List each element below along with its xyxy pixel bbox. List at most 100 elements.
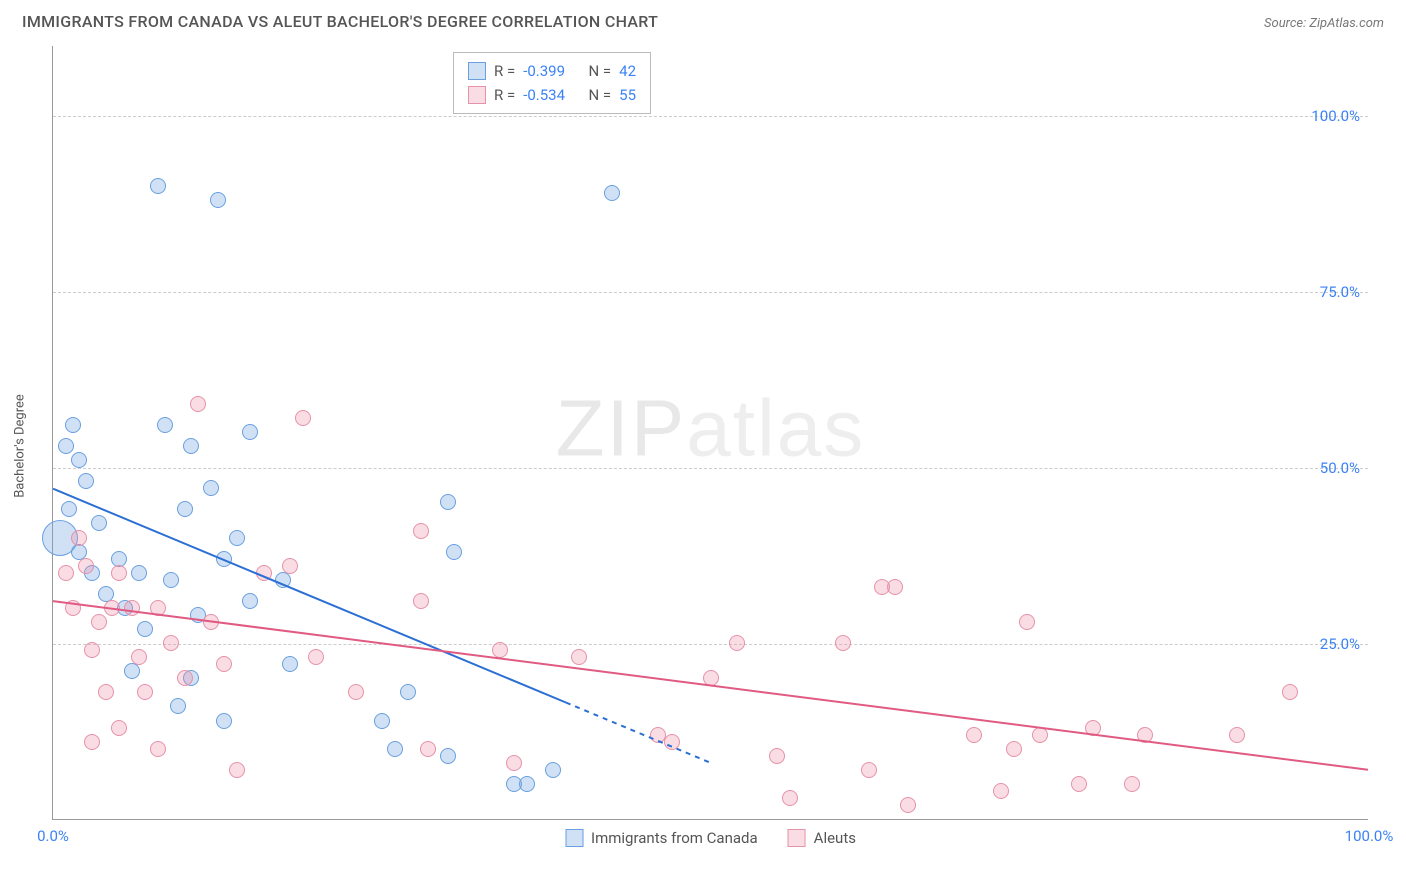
data-point (782, 790, 798, 806)
data-point (78, 473, 94, 489)
data-point (1006, 741, 1022, 757)
data-point (440, 748, 456, 764)
data-point (282, 558, 298, 574)
data-point (137, 621, 153, 637)
data-point (519, 776, 535, 792)
data-point (703, 670, 719, 686)
data-point (91, 515, 107, 531)
data-point (58, 438, 74, 454)
stats-legend: R = -0.399 N = 42 R = -0.534 N = 55 (453, 52, 651, 114)
stats-row-1: R = -0.399 N = 42 (468, 59, 636, 83)
data-point (124, 600, 140, 616)
data-point (137, 684, 153, 700)
x-tick-label: 0.0% (37, 827, 69, 845)
swatch-series-2-bottom (788, 829, 806, 847)
chart-plot-area: ZIPatlas R = -0.399 N = 42 R = -0.534 N … (52, 46, 1368, 820)
data-point (229, 530, 245, 546)
data-point (545, 762, 561, 778)
data-point (729, 635, 745, 651)
data-point (183, 438, 199, 454)
data-point (71, 452, 87, 468)
data-point (163, 635, 179, 651)
data-point (203, 614, 219, 630)
data-point (177, 670, 193, 686)
data-point (104, 600, 120, 616)
data-point (571, 649, 587, 665)
trend-line-dashed (566, 702, 711, 762)
data-point (203, 480, 219, 496)
data-point (1282, 684, 1298, 700)
gridline (53, 644, 1368, 645)
data-point (124, 663, 140, 679)
data-point (150, 178, 166, 194)
data-point (61, 501, 77, 517)
data-point (163, 572, 179, 588)
gridline (53, 292, 1368, 293)
data-point (440, 494, 456, 510)
data-point (1032, 727, 1048, 743)
watermark: ZIPatlas (556, 382, 865, 474)
data-point (216, 713, 232, 729)
data-point (1229, 727, 1245, 743)
legend-item-1: Immigrants from Canada (565, 829, 758, 847)
data-point (177, 501, 193, 517)
swatch-series-2 (468, 86, 486, 104)
data-point (256, 565, 272, 581)
data-point (65, 600, 81, 616)
y-tick-label: 25.0% (1320, 635, 1360, 653)
source-text: Source: ZipAtlas.com (1264, 16, 1384, 31)
data-point (1137, 727, 1153, 743)
x-tick-label: 100.0% (1345, 827, 1394, 845)
data-point (900, 797, 916, 813)
data-point (282, 656, 298, 672)
data-point (157, 417, 173, 433)
data-point (835, 635, 851, 651)
data-point (210, 192, 226, 208)
data-point (78, 558, 94, 574)
swatch-series-1-bottom (565, 829, 583, 847)
legend-item-2: Aleuts (788, 829, 856, 847)
gridline (53, 116, 1368, 117)
x-axis-legend: Immigrants from Canada Aleuts (565, 829, 856, 847)
data-point (966, 727, 982, 743)
data-point (229, 762, 245, 778)
data-point (413, 523, 429, 539)
data-point (58, 565, 74, 581)
data-point (492, 642, 508, 658)
stats-row-2: R = -0.534 N = 55 (468, 83, 636, 107)
chart-title: IMMIGRANTS FROM CANADA VS ALEUT BACHELOR… (22, 12, 658, 31)
data-point (604, 185, 620, 201)
data-point (216, 551, 232, 567)
data-point (84, 642, 100, 658)
data-point (1019, 614, 1035, 630)
data-point (374, 713, 390, 729)
data-point (308, 649, 324, 665)
data-point (71, 530, 87, 546)
data-point (65, 417, 81, 433)
data-point (242, 424, 258, 440)
data-point (216, 656, 232, 672)
data-point (111, 565, 127, 581)
y-tick-label: 50.0% (1320, 459, 1360, 477)
data-point (348, 684, 364, 700)
y-axis-label: Bachelor's Degree (13, 394, 28, 498)
data-point (242, 593, 258, 609)
data-point (769, 748, 785, 764)
data-point (131, 649, 147, 665)
data-point (190, 396, 206, 412)
y-tick-label: 100.0% (1311, 107, 1360, 125)
data-point (506, 755, 522, 771)
data-point (400, 684, 416, 700)
data-point (111, 720, 127, 736)
swatch-series-1 (468, 62, 486, 80)
data-point (387, 741, 403, 757)
gridline (53, 468, 1368, 469)
data-point (275, 572, 291, 588)
data-point (993, 783, 1009, 799)
data-point (91, 614, 107, 630)
data-point (1085, 720, 1101, 736)
data-point (1071, 776, 1087, 792)
y-tick-label: 75.0% (1320, 283, 1360, 301)
data-point (98, 684, 114, 700)
data-point (1124, 776, 1140, 792)
